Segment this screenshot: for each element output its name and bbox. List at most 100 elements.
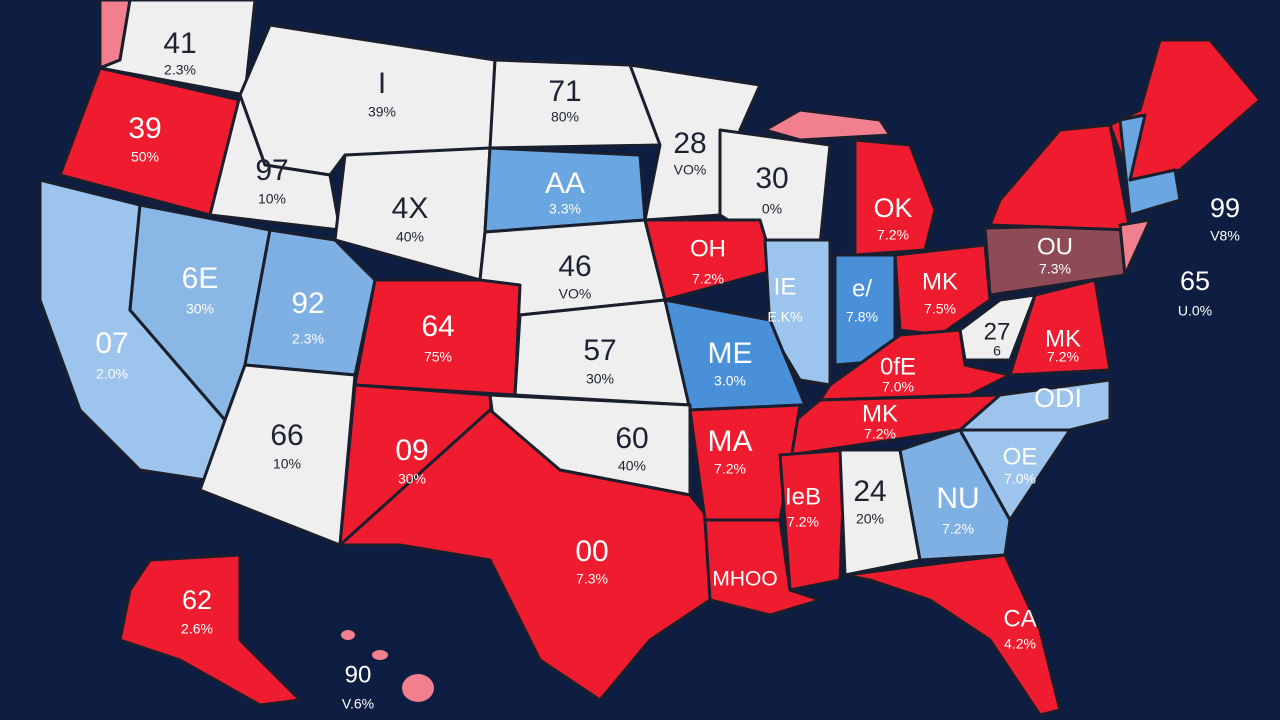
state-label: 28 bbox=[673, 127, 706, 160]
state-label: IeB bbox=[785, 483, 821, 510]
state bbox=[338, 408, 712, 702]
state-label: OU bbox=[1037, 233, 1073, 260]
state-share: 30% bbox=[586, 371, 614, 387]
state bbox=[778, 448, 847, 592]
state bbox=[763, 108, 892, 142]
state-share: 7.0% bbox=[1004, 471, 1036, 487]
state bbox=[98, 0, 257, 97]
state-share: 39% bbox=[368, 104, 396, 120]
state-share: 7.2% bbox=[714, 461, 746, 477]
state-share: 80% bbox=[551, 109, 579, 125]
state-share: 40% bbox=[396, 229, 424, 245]
state-share: 2.3% bbox=[292, 331, 324, 347]
state-label: MK bbox=[922, 268, 958, 295]
state bbox=[663, 298, 807, 412]
state-label: 0fE bbox=[880, 353, 916, 380]
island bbox=[372, 650, 388, 660]
state-share: 50% bbox=[131, 149, 159, 165]
state bbox=[118, 553, 302, 707]
state-label: 27 bbox=[984, 318, 1011, 345]
state-share: 7.5% bbox=[924, 301, 956, 317]
state-label: 6E bbox=[182, 262, 219, 295]
state-label: 24 bbox=[853, 475, 886, 508]
state-share: 30% bbox=[398, 471, 426, 487]
state bbox=[208, 93, 342, 232]
state-share: 7.2% bbox=[1047, 349, 1079, 365]
state-label: 4X bbox=[392, 192, 429, 225]
state-label: 41 bbox=[163, 27, 196, 60]
state-share: 7.3% bbox=[576, 571, 608, 587]
state-share: 2.3% bbox=[164, 62, 196, 78]
state-share: 20% bbox=[856, 511, 884, 527]
state bbox=[958, 428, 1072, 522]
state bbox=[853, 138, 937, 257]
state-label: 39 bbox=[128, 112, 161, 145]
state-share: 7.2% bbox=[692, 271, 724, 287]
state-label: MA bbox=[708, 425, 753, 458]
state-share: E.K% bbox=[767, 309, 802, 325]
state-label: e/ bbox=[852, 275, 872, 302]
state-label: 66 bbox=[270, 419, 303, 452]
state-label: 64 bbox=[421, 310, 454, 343]
state-share: 6 bbox=[993, 343, 1001, 359]
state-label: CA bbox=[1003, 605, 1036, 632]
state-share: 2.6% bbox=[181, 621, 213, 637]
state-label: ME bbox=[708, 337, 753, 370]
state-label: 71 bbox=[548, 75, 581, 108]
state-share: 7.2% bbox=[787, 514, 819, 530]
state-share: 0% bbox=[762, 201, 782, 217]
state-label: I bbox=[378, 67, 386, 100]
state-share: 30% bbox=[186, 301, 214, 317]
state-share: 40% bbox=[618, 458, 646, 474]
state-label: 57 bbox=[583, 334, 616, 367]
state-label: MHOO bbox=[712, 568, 777, 591]
state-share: V.6% bbox=[342, 696, 374, 712]
state-label: 97 bbox=[255, 154, 288, 187]
state-share: 75% bbox=[424, 349, 452, 365]
state bbox=[988, 123, 1132, 232]
state-label: 00 bbox=[575, 535, 608, 568]
state-label: 09 bbox=[395, 434, 428, 467]
state-label: ODI bbox=[1034, 383, 1082, 413]
state-share: 2.0% bbox=[96, 366, 128, 382]
state-share: 7.3% bbox=[1039, 261, 1071, 277]
state-label: IE bbox=[774, 273, 797, 300]
state-share: 3.0% bbox=[714, 373, 746, 389]
island bbox=[402, 674, 434, 702]
state bbox=[1008, 278, 1112, 377]
state-label: NU bbox=[936, 482, 979, 515]
state-label: MK bbox=[862, 400, 898, 427]
state-label: OE bbox=[1003, 443, 1038, 470]
state bbox=[898, 428, 1012, 562]
state-share: 7.0% bbox=[882, 379, 914, 395]
state-label: 30 bbox=[755, 162, 788, 195]
state-label: 46 bbox=[558, 250, 591, 283]
state-label: OH bbox=[690, 235, 726, 262]
state bbox=[1118, 218, 1152, 277]
state-share: 10% bbox=[273, 456, 301, 472]
states bbox=[38, 0, 1262, 717]
state-label: AA bbox=[545, 167, 585, 200]
state-share: U.0% bbox=[1178, 303, 1212, 319]
island bbox=[341, 630, 355, 640]
state-share: VO% bbox=[559, 286, 592, 302]
state-share: 7.2% bbox=[864, 426, 896, 442]
state-label: 65 bbox=[1180, 266, 1210, 296]
state-share: 7.8% bbox=[846, 309, 878, 325]
state bbox=[843, 553, 1062, 717]
state bbox=[893, 243, 992, 337]
state-label: MK bbox=[1045, 325, 1081, 352]
state-share: 7.2% bbox=[877, 227, 909, 243]
state-label: 62 bbox=[182, 585, 212, 615]
state-share: V8% bbox=[1210, 228, 1240, 244]
state-label: 90 bbox=[345, 661, 372, 688]
state-label: 92 bbox=[291, 287, 324, 320]
state-label: 99 bbox=[1210, 193, 1240, 223]
state bbox=[198, 363, 357, 547]
state-label: OK bbox=[873, 193, 912, 223]
state-share: 7.2% bbox=[942, 521, 974, 537]
state-label: 07 bbox=[95, 327, 128, 360]
state-label: 60 bbox=[615, 422, 648, 455]
